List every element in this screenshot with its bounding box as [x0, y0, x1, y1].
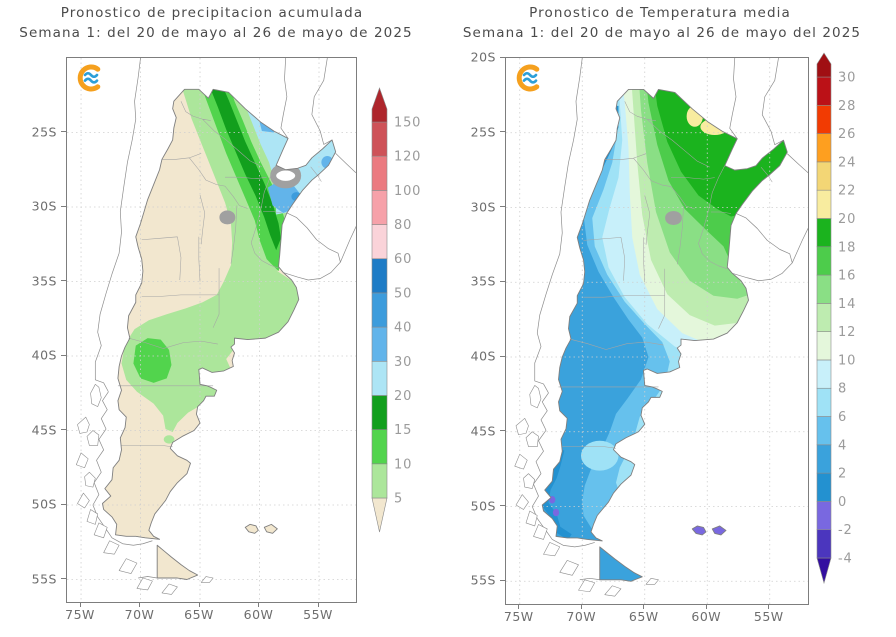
lat-tickmark — [500, 280, 505, 282]
lat-tick-label: 45S — [470, 423, 496, 439]
lat-tick-label: 40S — [470, 348, 496, 364]
lon-tick-label: 65W — [628, 609, 659, 624]
lat-tickmark — [500, 131, 505, 133]
lat-tick-label: 20S — [470, 49, 496, 65]
lat-tickmark — [61, 429, 66, 430]
lat-tickmark — [500, 206, 505, 207]
colorbar-level-label: 22 — [838, 184, 856, 199]
colorbar-level-label: 80 — [394, 218, 412, 233]
colorbar-level-label: 28 — [838, 99, 856, 114]
lat-tick-label: 55S — [470, 572, 496, 588]
colorbar-level-label: 15 — [394, 423, 412, 438]
crc-sas-logo — [74, 62, 110, 98]
logo-orange-arc — [77, 64, 101, 92]
lon-tickmark — [79, 602, 81, 607]
lat-tickmark — [500, 430, 505, 432]
colorbar-level-label: 40 — [394, 321, 412, 336]
lon-tick-label: 60W — [691, 609, 722, 624]
colorbar-level-label: 0 — [838, 495, 847, 510]
lon-tickmark — [139, 602, 141, 607]
logo-wave-icon — [522, 71, 538, 79]
colorbar-level-label: 18 — [838, 240, 856, 255]
lat-tickmark — [61, 503, 66, 505]
colorbar: 5 10 15 20 30 40 50 60 80 100 120 150 — [371, 87, 421, 533]
colorbar-level-label: 14 — [838, 297, 856, 312]
lat-tickmark — [61, 131, 66, 132]
lon-tick-label: 55W — [753, 609, 784, 624]
colorbar-level-label: 26 — [838, 127, 856, 142]
lat-tickmark — [61, 280, 66, 281]
colorbar-level-label: 24 — [838, 155, 856, 170]
lat-tick-label: 45S — [31, 422, 57, 437]
colorbar-level-label: 60 — [394, 252, 412, 267]
lat-tickmark — [61, 205, 66, 207]
lon-tick-label: 55W — [303, 607, 333, 622]
lon-tickmark — [198, 602, 200, 607]
lon-tick-label: 75W — [503, 609, 534, 624]
lon-tick-label: 65W — [184, 607, 214, 622]
lat-tick-label: 55S — [31, 571, 57, 586]
crc-sas-logo — [513, 62, 549, 98]
colorbar-level-label: 6 — [838, 410, 847, 425]
colorbar-level-label: 10 — [394, 457, 412, 472]
lon-tickmark — [580, 604, 582, 609]
lon-tickmark — [643, 604, 645, 609]
lon-tickmark — [705, 604, 707, 609]
precip-title-line1: Pronostico de precipitacion acumulada — [60, 5, 364, 21]
lon-tickmark — [768, 604, 770, 609]
colorbar-level-label: 16 — [838, 269, 856, 284]
precip-title-line2: Semana 1: del 20 de mayo al 26 de mayo d… — [19, 25, 413, 41]
lat-tick-label: 25S — [31, 124, 57, 139]
colorbar-level-label: 20 — [394, 389, 412, 404]
lon-tick-label: 70W — [124, 607, 155, 622]
lat-tickmark — [500, 579, 505, 581]
lat-tickmark — [61, 578, 66, 579]
lat-tickmark — [61, 354, 66, 356]
temp-title-line1: Pronostico de Temperatura media — [529, 5, 791, 21]
colorbar-level-label: 12 — [838, 325, 856, 340]
colorbar-level-label: 4 — [838, 438, 847, 453]
logo-wave-icon — [522, 77, 538, 84]
map-temperature — [505, 57, 809, 605]
lat-tick-label: 40S — [31, 347, 57, 363]
colorbar-level-label: 30 — [394, 355, 412, 370]
map-precipitation — [66, 57, 357, 603]
colorbar-level-label: 5 — [394, 492, 403, 507]
colorbar-level-label: 150 — [394, 116, 421, 131]
colorbar-level-label: 10 — [838, 353, 856, 368]
colorbar-level-label: 50 — [394, 286, 412, 301]
lat-tick-label: 25S — [470, 124, 496, 140]
lat-tick-label: 35S — [31, 273, 57, 288]
logo-orange-arc — [516, 64, 540, 92]
lat-tickmark — [500, 505, 505, 506]
temp-title-line2: Semana 1: del 20 de mayo al 26 de mayo d… — [462, 25, 862, 41]
lon-tickmark — [317, 602, 319, 607]
lon-tickmark — [518, 604, 520, 609]
lat-tick-label: 35S — [470, 273, 496, 289]
lon-tickmark — [258, 602, 260, 607]
lat-tick-label: 50S — [470, 498, 496, 513]
lat-tick-label: 30S — [31, 198, 57, 214]
logo-wave-icon — [83, 71, 99, 79]
lat-tick-label: 50S — [31, 496, 57, 512]
colorbar-level-label: 100 — [394, 184, 421, 199]
logo-wave-icon — [83, 77, 99, 84]
colorbar-level-label: -2 — [838, 523, 853, 538]
lat-tickmark — [500, 355, 505, 357]
lon-tick-label: 70W — [566, 609, 597, 624]
colorbar-level-label: 30 — [838, 71, 856, 86]
colorbar-level-label: -4 — [838, 552, 853, 567]
lat-tick-label: 30S — [470, 199, 496, 214]
colorbar-level-label: 8 — [838, 382, 847, 397]
colorbar-level-label: 2 — [838, 467, 847, 482]
lat-tickmark — [500, 56, 505, 58]
colorbar-level-label: 120 — [394, 150, 421, 165]
lon-tick-label: 75W — [65, 607, 95, 622]
colorbar-level-label: 20 — [838, 212, 856, 227]
lon-tick-label: 60W — [243, 607, 274, 622]
